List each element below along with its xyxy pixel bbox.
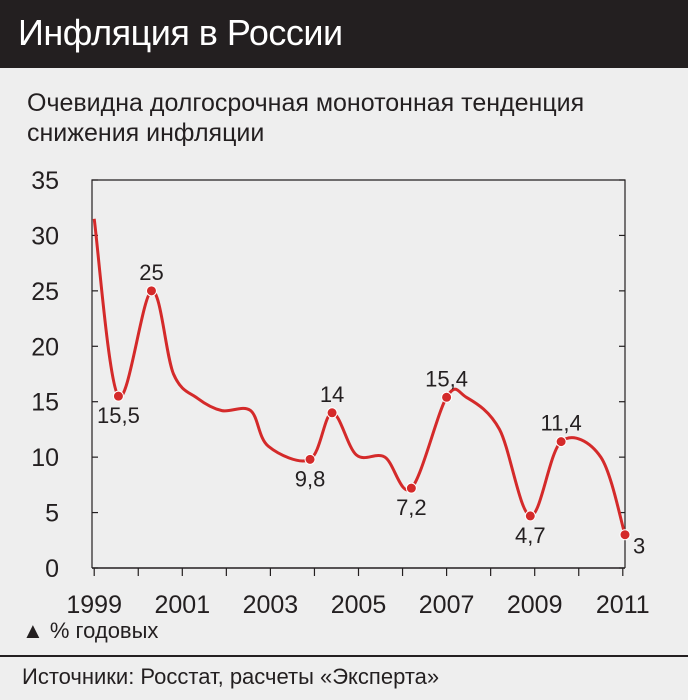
data-label: 15,4 (425, 366, 468, 391)
source-note: Источники: Росстат, расчеты «Эксперта» (22, 664, 440, 689)
data-point-marker (112, 390, 124, 402)
data-point-marker (441, 391, 453, 403)
x-tick-label: 2003 (243, 591, 299, 619)
y-tick-label: 30 (31, 222, 59, 250)
x-tick-label: 2011 (596, 591, 650, 619)
x-tick-label: 2005 (331, 591, 387, 619)
y-tick-label: 10 (31, 444, 59, 472)
data-label: 9,8 (295, 466, 326, 491)
inflation-line (92, 218, 627, 536)
data-label: 3 (633, 534, 645, 559)
data-point-marker (304, 453, 316, 465)
y-tick-label: 15 (31, 389, 59, 417)
y-tick-label: 20 (31, 333, 59, 361)
data-point-marker (326, 407, 338, 419)
chart-subtitle: Очевидна долгосрочная монотонная тенденц… (27, 89, 585, 147)
header-bar: Инфляция в России (0, 0, 688, 68)
plot-frame (91, 179, 626, 568)
data-label: 25 (139, 260, 163, 285)
x-tick-label: 2001 (154, 591, 210, 619)
y-tick-label: 35 (31, 167, 59, 195)
data-label: 7,2 (396, 495, 427, 520)
data-point-marker (405, 482, 417, 494)
y-tick-label: 0 (45, 555, 59, 583)
unit-note: ▲ % годовых (22, 618, 159, 643)
data-label: 4,7 (515, 523, 546, 548)
data-point-marker (619, 529, 631, 541)
chart-axes: 0 5 10 15 20 25 30 35 1999 2001 2003 2005 2007 2009 20… (31, 167, 649, 619)
chart-title: Инфляция в России (18, 12, 343, 53)
x-tick-label: 2007 (419, 591, 475, 619)
data-label: 14 (320, 382, 344, 407)
data-label: 15,5 (97, 403, 140, 428)
data-point-marker (524, 510, 536, 522)
x-tick-label: 2009 (507, 591, 563, 619)
footer-divider (0, 655, 688, 657)
data-point-marker (145, 285, 157, 297)
marked-points: 15,5 25 9,8 14 7,2 15,4 4,7 11,4 3 (97, 260, 645, 559)
data-label: 11,4 (541, 411, 582, 436)
y-tick-label: 25 (31, 278, 59, 306)
x-tick-label: 1999 (66, 591, 122, 619)
y-tick-label: 5 (45, 500, 59, 528)
data-point-marker (555, 436, 567, 448)
